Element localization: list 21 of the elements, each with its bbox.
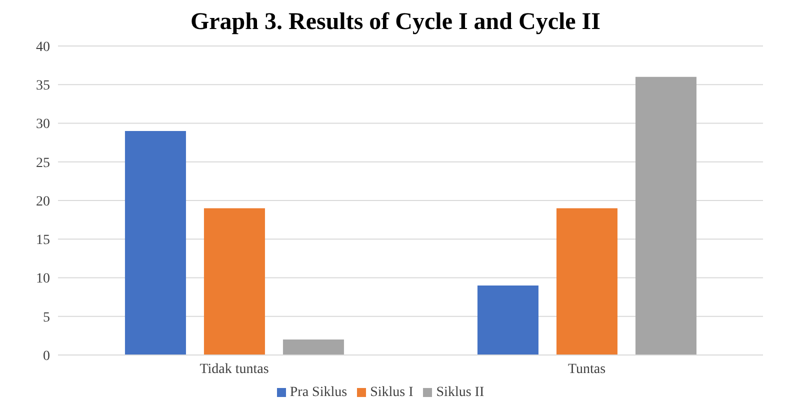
y-tick-label: 30 [36, 117, 50, 132]
bar [124, 130, 186, 355]
bar [477, 285, 538, 355]
y-tick-label: 15 [36, 233, 50, 248]
y-tick-label: 0 [43, 348, 50, 364]
y-tick-label: 40 [36, 40, 50, 55]
legend-label: Siklus I [370, 385, 414, 400]
y-tick-label: 5 [43, 310, 50, 326]
y-tick-label: 25 [36, 156, 50, 171]
y-tick-label: 20 [36, 194, 50, 210]
bar [635, 76, 696, 355]
x-tick-label: Tuntas [568, 362, 606, 377]
bar [204, 208, 265, 355]
legend-label: Pra Siklus [290, 385, 348, 400]
y-tick-label: 10 [36, 272, 50, 287]
bar [556, 208, 618, 355]
chart-title: Graph 3. Results of Cycle I and Cycle II [189, 8, 602, 36]
bar [282, 340, 344, 355]
x-tick-label: Tidak tuntas [200, 362, 269, 377]
y-tick-label: 35 [36, 78, 50, 94]
legend-label: Siklus II [436, 385, 484, 400]
